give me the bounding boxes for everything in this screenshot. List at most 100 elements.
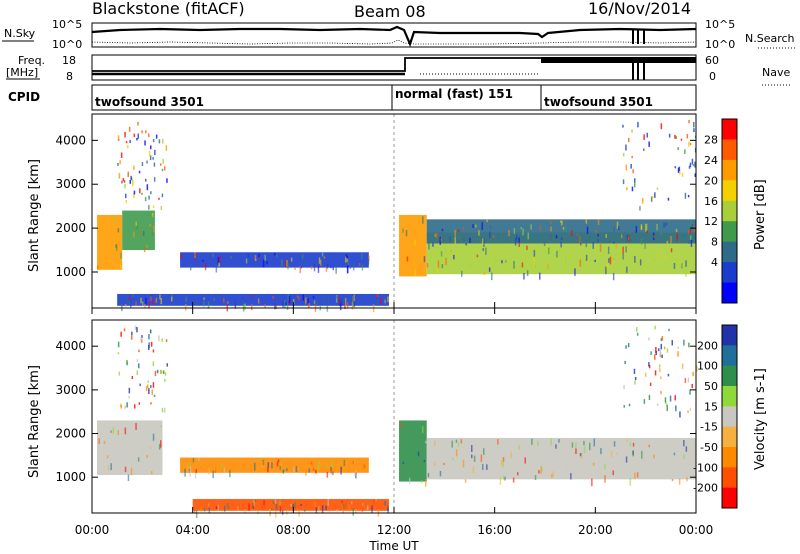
echo-speckle [136,327,138,333]
echo-speckle [160,370,163,373]
echo-speckle [592,462,595,466]
echo-speckle [629,478,632,486]
echo-speckle [502,457,505,463]
echo-speckle [362,502,364,506]
echo-speckle [195,510,198,518]
noise-sky-trace [91,25,697,48]
echo-speckle [318,506,320,512]
echo-speckle [160,298,162,305]
echo-speckle [675,135,677,140]
echo-speckle [469,263,471,268]
beam-label: Beam 08 [354,2,426,21]
echo-speckle [261,465,264,468]
echo-speckle [607,246,610,254]
echo-speckle [685,260,687,267]
echo-speckle [476,254,479,258]
power-ylabel: Slant Range [km] [27,159,42,272]
echo-speckle [634,182,636,188]
echo-speckle [204,262,207,271]
echo-speckle [150,385,152,389]
echo-speckle [117,228,120,233]
echo-speckle [650,351,652,355]
colorbar-tick-label: -100 [693,461,718,474]
echo-speckle [533,249,536,257]
echo-speckle [460,439,463,444]
echo-speckle [335,296,337,299]
echo-speckle [254,462,256,471]
echo-speckle [406,256,409,262]
echo-speckle [276,254,278,258]
echo-speckle [318,257,321,264]
echo-speckle [134,325,137,330]
echo-speckle [520,227,522,230]
velocity-axis-ticks: 1000 2000 3000 4000 [55,339,696,484]
echo-speckle [457,442,460,447]
echo-speckle [626,187,628,191]
echo-speckle [649,382,652,386]
echo-speckle [203,297,205,300]
echo-speckle [683,454,685,460]
date-label: 16/Nov/2014 [588,0,691,18]
echo-speckle [214,466,217,472]
echo-speckle [684,149,686,155]
colorbar-swatch [722,365,737,387]
echo-speckle [279,465,281,470]
echo-speckle [485,247,487,255]
echo-speckle [630,239,632,242]
echo-speckle [674,395,676,401]
echo-speckle [147,380,149,383]
echo-speckle [453,254,455,260]
echo-speckle [149,155,152,161]
echo-speckle [575,442,577,449]
echo-speckle [543,241,546,247]
echo-speckle [677,351,679,357]
echo-speckle [164,372,167,376]
colorbar-swatch [722,241,737,263]
colorbar-swatch [722,139,737,161]
colorbar-swatch [722,159,737,181]
echo-speckle [440,251,443,257]
echo-speckle [483,272,486,275]
echo-speckle [323,256,326,259]
echo-speckle [604,475,606,483]
echo-speckle [345,256,347,263]
y-tick-label: 1000 [55,470,86,484]
echo-speckle [648,365,651,369]
noise-right-tick-bottom: 10^0 [705,38,735,51]
echo-speckle [451,440,453,448]
echo-speckle [555,234,558,239]
echo-speckle [134,404,136,409]
echo-speckle [139,383,141,386]
echo-speckle [263,500,265,505]
y-tick-label: 2000 [55,221,86,235]
echo-speckle [251,295,254,298]
echo-speckle [683,339,685,346]
echo-speckle [660,123,663,130]
echo-speckle [164,166,166,171]
echo-speckle [193,509,196,514]
echo-speckle [351,301,354,310]
freq-spike-3 [643,58,645,80]
echo-speckle [656,403,659,406]
echo-speckle [622,124,624,128]
echo-speckle [121,303,123,312]
echo-speckle [161,168,164,172]
echo-speckle [643,454,645,462]
echo-speckle [346,255,349,261]
echo-speckle [632,169,634,174]
echo-speckle [693,122,695,128]
echo-speckle [145,130,147,134]
echo-speckle [636,472,639,478]
echo-speckle [361,252,363,260]
echo-speckle [677,147,679,150]
y-tick-label: 4000 [55,339,86,353]
echo-speckle [353,294,355,302]
echo-speckle [274,252,276,256]
echo-speckle [497,439,499,445]
echo-speckle [352,460,355,464]
echo-speckle [546,244,549,247]
echo-speckle [279,500,281,506]
echo-speckle [508,230,510,237]
